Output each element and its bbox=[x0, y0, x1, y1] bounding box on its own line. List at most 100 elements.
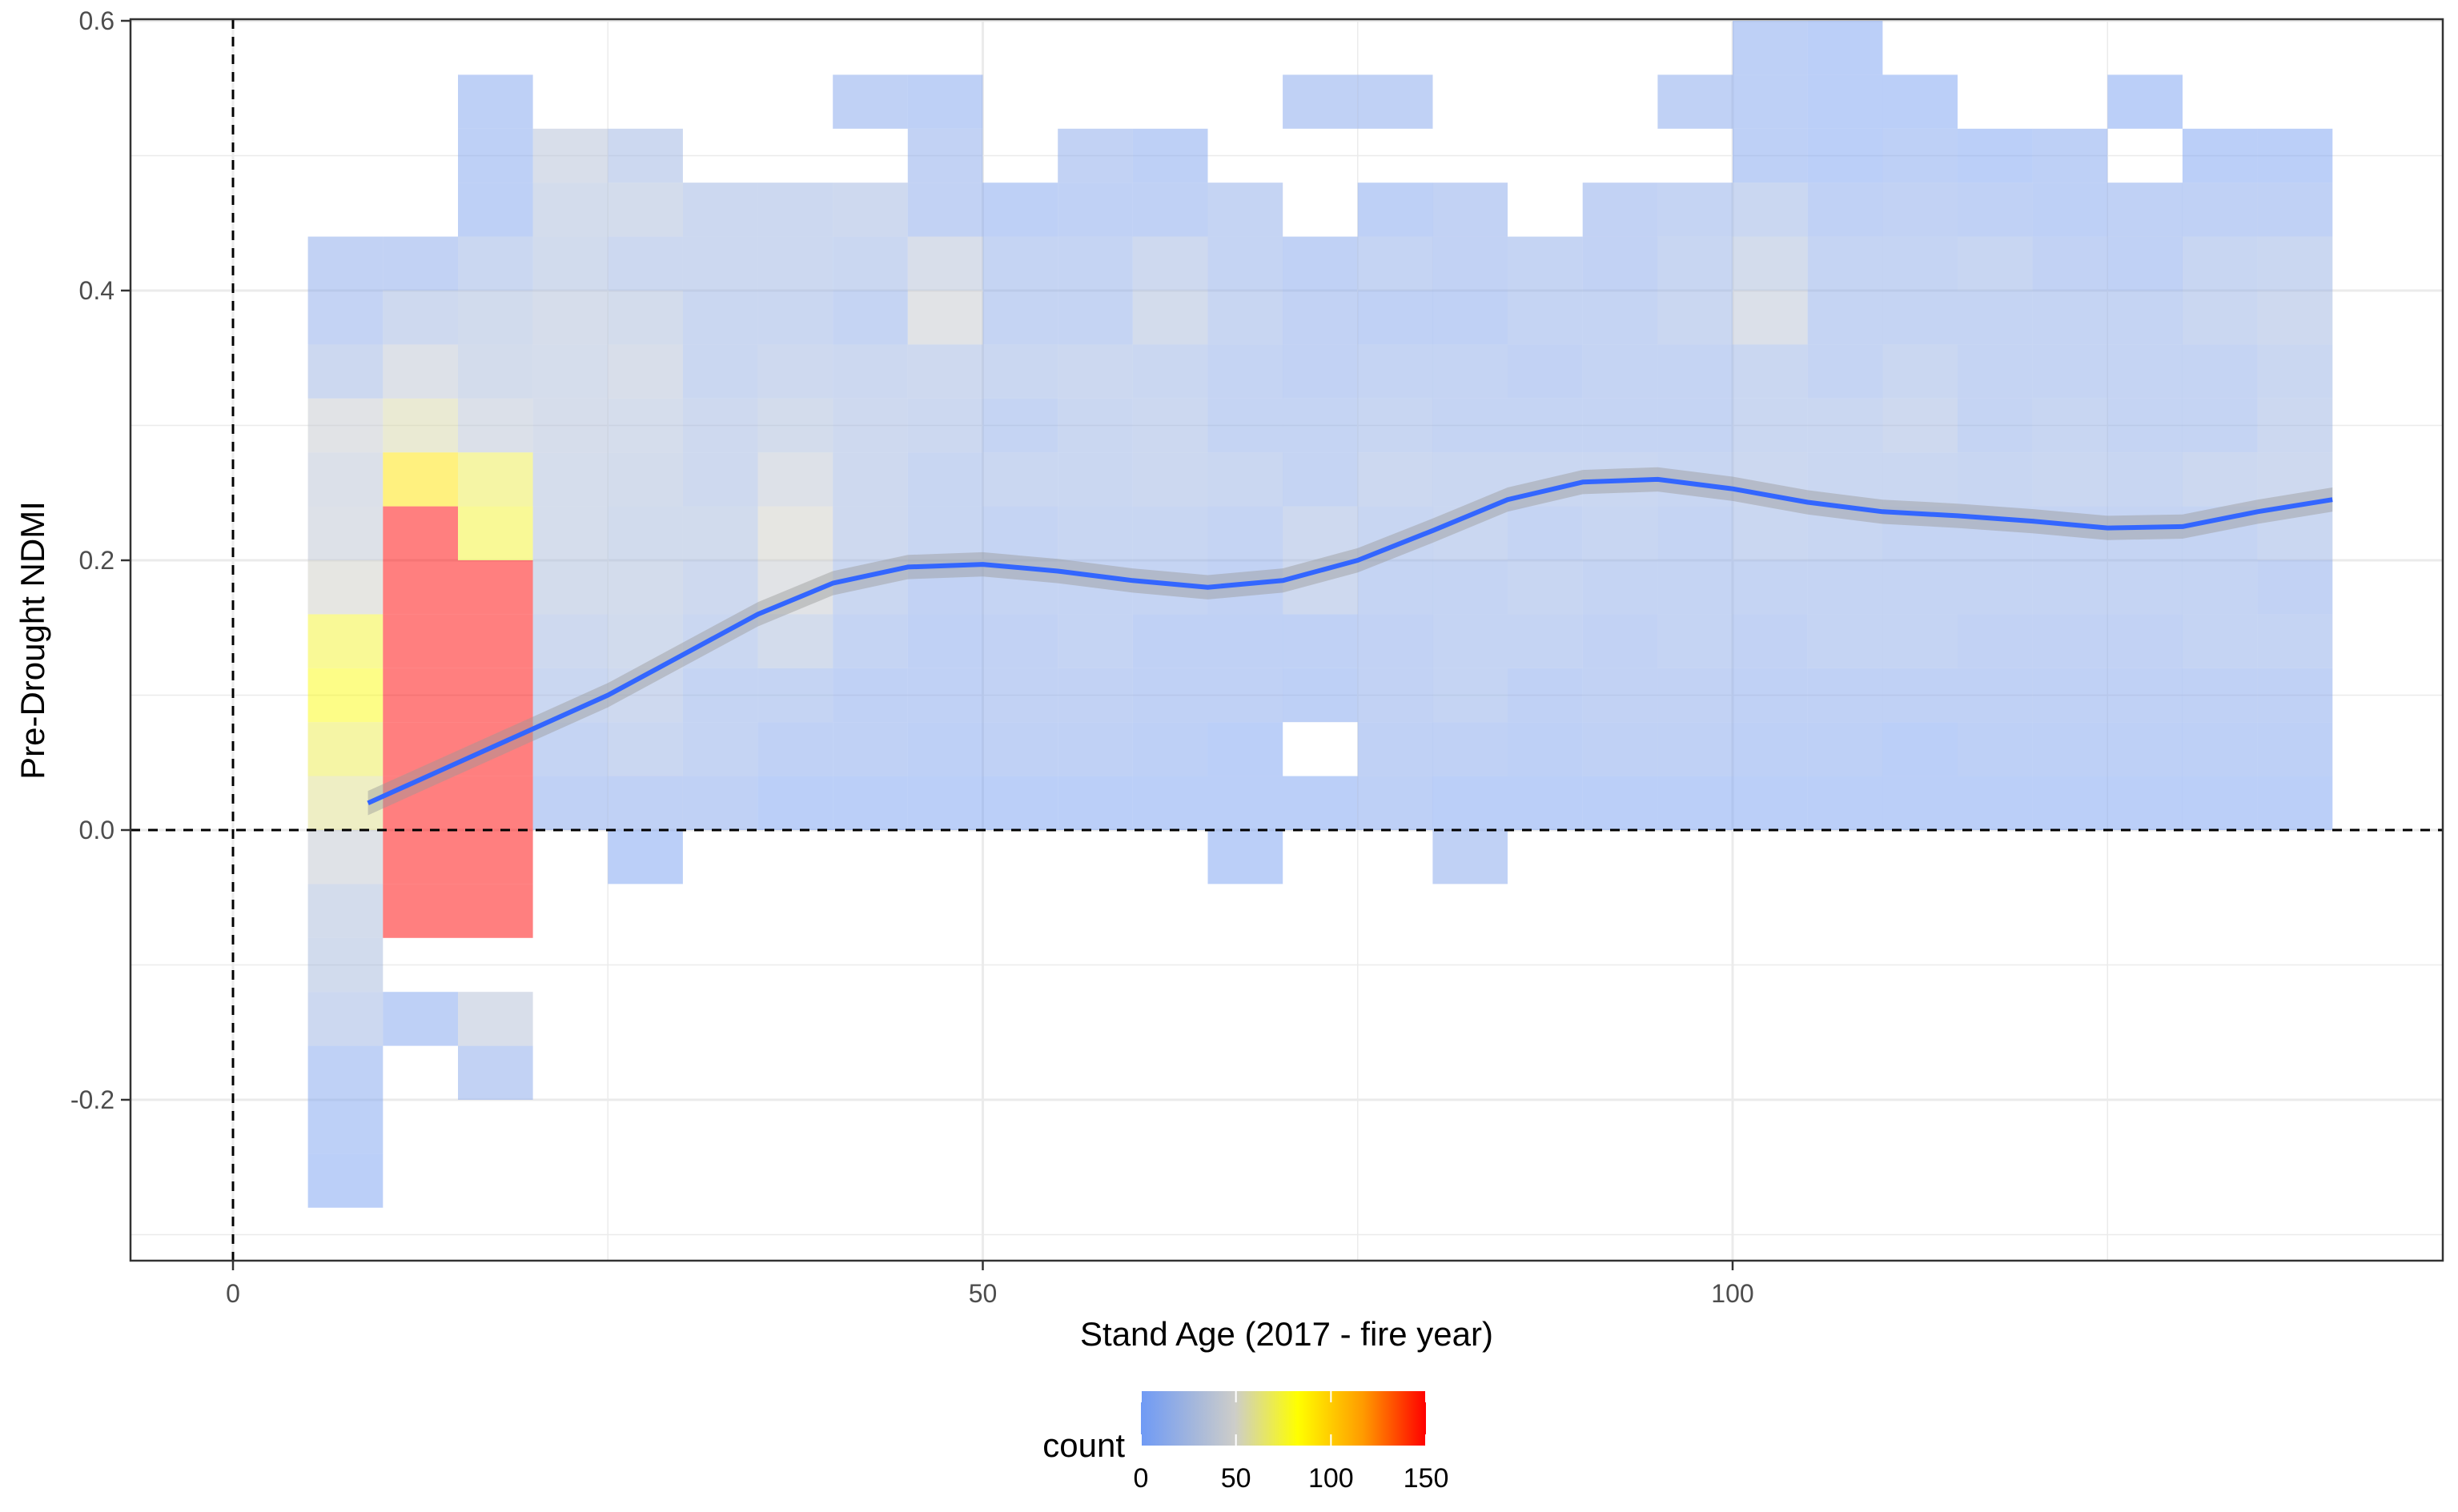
bin-16-15 bbox=[1508, 344, 1583, 399]
bin-20-10 bbox=[1807, 614, 1883, 668]
bin-25-18 bbox=[2182, 182, 2258, 237]
bin-24-18 bbox=[2107, 182, 2183, 237]
bin-2-14 bbox=[458, 398, 533, 453]
bin-0-5 bbox=[307, 884, 384, 938]
bin-20-15 bbox=[1807, 344, 1883, 399]
bin-20-18 bbox=[1807, 182, 1883, 237]
bin-0-11 bbox=[307, 560, 384, 615]
bin-23-10 bbox=[2032, 614, 2108, 668]
bin-6-8 bbox=[757, 722, 833, 776]
bin-0-1 bbox=[307, 1100, 384, 1154]
bin-24-13 bbox=[2107, 452, 2183, 507]
bin-9-10 bbox=[982, 614, 1058, 668]
bin-4-12 bbox=[608, 506, 683, 560]
bin-13-14 bbox=[1283, 398, 1358, 453]
bin-19-9 bbox=[1733, 668, 1808, 723]
bin-17-8 bbox=[1582, 722, 1658, 776]
bin-19-10 bbox=[1733, 614, 1808, 668]
bin-3-15 bbox=[532, 344, 608, 399]
panel-border bbox=[129, 18, 2444, 1262]
bin-9-13 bbox=[982, 452, 1058, 507]
bin-12-18 bbox=[1207, 182, 1283, 237]
bin-0-10 bbox=[307, 614, 384, 668]
bin-20-21 bbox=[1807, 21, 1883, 75]
bin-20-12 bbox=[1807, 506, 1883, 560]
bin-22-9 bbox=[1958, 668, 2033, 723]
bin-7-16 bbox=[833, 291, 908, 345]
bin-13-9 bbox=[1283, 668, 1358, 723]
bin-0-8 bbox=[307, 722, 384, 776]
bin-26-16 bbox=[2257, 291, 2333, 345]
bin-18-15 bbox=[1657, 344, 1733, 399]
bin-3-16 bbox=[532, 291, 608, 345]
bin-8-13 bbox=[907, 452, 983, 507]
bin-3-13 bbox=[532, 452, 608, 507]
bin-8-19 bbox=[907, 128, 983, 183]
y-tick-label: 0.0 bbox=[79, 816, 114, 844]
bin-25-7 bbox=[2182, 776, 2258, 830]
bin-10-12 bbox=[1058, 506, 1133, 560]
bin-0-14 bbox=[307, 398, 384, 453]
bin-0-6 bbox=[307, 830, 384, 884]
bin-19-21 bbox=[1733, 21, 1808, 75]
bin-14-8 bbox=[1357, 722, 1433, 776]
bin-24-12 bbox=[2107, 506, 2183, 560]
bin-5-9 bbox=[682, 668, 758, 723]
bin-6-12 bbox=[757, 506, 833, 560]
bin-23-9 bbox=[2032, 668, 2108, 723]
bin-1-12 bbox=[383, 506, 458, 560]
bin-4-14 bbox=[608, 398, 683, 453]
bin-12-8 bbox=[1207, 722, 1283, 776]
bin-2-13 bbox=[458, 452, 533, 507]
bin-20-16 bbox=[1807, 291, 1883, 345]
bin-13-20 bbox=[1283, 74, 1358, 129]
bin-25-16 bbox=[2182, 291, 2258, 345]
bin-7-14 bbox=[833, 398, 908, 453]
x-tick-label: 100 bbox=[1711, 1279, 1753, 1308]
bin-21-19 bbox=[1882, 128, 1958, 183]
bin-19-14 bbox=[1733, 398, 1808, 453]
bin-14-17 bbox=[1357, 236, 1433, 291]
bin-21-18 bbox=[1882, 182, 1958, 237]
bin-14-16 bbox=[1357, 291, 1433, 345]
bin-22-14 bbox=[1958, 398, 2033, 453]
bin-20-7 bbox=[1807, 776, 1883, 830]
bin-0-15 bbox=[307, 344, 384, 399]
bin-11-13 bbox=[1132, 452, 1208, 507]
bin-3-10 bbox=[532, 614, 608, 668]
bin-4-16 bbox=[608, 291, 683, 345]
bin-20-20 bbox=[1807, 74, 1883, 129]
bin-23-15 bbox=[2032, 344, 2108, 399]
bin-7-12 bbox=[833, 506, 908, 560]
bin-2-15 bbox=[458, 344, 533, 399]
bin-0-12 bbox=[307, 506, 384, 560]
bin-25-14 bbox=[2182, 398, 2258, 453]
bin-4-15 bbox=[608, 344, 683, 399]
smooth-line bbox=[367, 476, 2333, 806]
bin-6-13 bbox=[757, 452, 833, 507]
bin-15-13 bbox=[1432, 452, 1508, 507]
bin-2-11 bbox=[458, 560, 533, 615]
bin-4-18 bbox=[608, 182, 683, 237]
bin-20-19 bbox=[1807, 128, 1883, 183]
bin-15-7 bbox=[1432, 776, 1508, 830]
bin-18-7 bbox=[1657, 776, 1733, 830]
bin-23-7 bbox=[2032, 776, 2108, 830]
bin-19-18 bbox=[1733, 182, 1808, 237]
legend-break-label: 50 bbox=[1221, 1463, 1251, 1494]
bin-5-12 bbox=[682, 506, 758, 560]
x-tick-label: 50 bbox=[969, 1279, 998, 1308]
bin-21-17 bbox=[1882, 236, 1958, 291]
bin-0-17 bbox=[307, 236, 384, 291]
bin-21-7 bbox=[1882, 776, 1958, 830]
bin-11-12 bbox=[1132, 506, 1208, 560]
bin-2-12 bbox=[458, 506, 533, 560]
bin-2-3 bbox=[458, 992, 533, 1046]
bin-4-17 bbox=[608, 236, 683, 291]
bin-21-14 bbox=[1882, 398, 1958, 453]
bin-12-12 bbox=[1207, 506, 1283, 560]
bin-11-15 bbox=[1132, 344, 1208, 399]
bin-7-17 bbox=[833, 236, 908, 291]
bin-15-11 bbox=[1432, 560, 1508, 615]
bin-19-11 bbox=[1733, 560, 1808, 615]
